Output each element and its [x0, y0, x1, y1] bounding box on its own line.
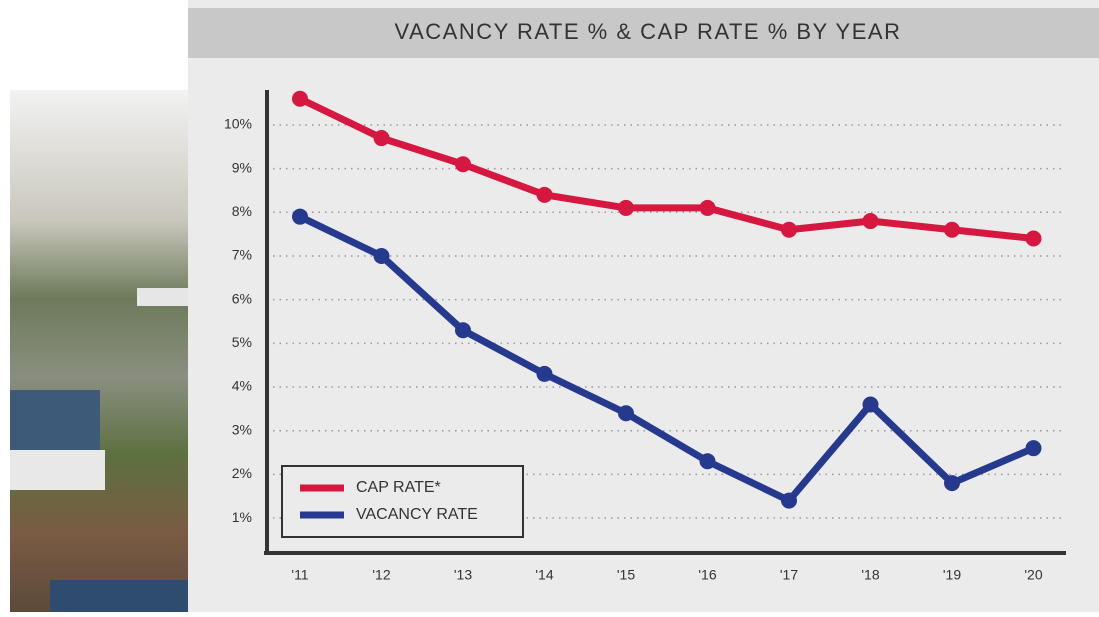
photo-building — [10, 450, 105, 490]
x-tick-label: '16 — [698, 567, 716, 583]
title-band — [188, 8, 1099, 58]
point — [536, 186, 553, 203]
legend-label: VACANCY RATE — [356, 506, 478, 523]
x-tick-label: '12 — [372, 567, 390, 583]
point — [699, 453, 716, 470]
photo-roof — [50, 580, 188, 612]
x-tick-label: '13 — [454, 567, 472, 583]
x-tick-label: '11 — [291, 567, 308, 583]
point — [1025, 230, 1042, 247]
x-tick-label: '18 — [861, 567, 879, 583]
point — [699, 199, 716, 216]
point — [862, 213, 879, 230]
point — [781, 492, 797, 509]
y-tick-label: 4% — [232, 378, 252, 394]
point — [536, 365, 553, 382]
point — [455, 156, 471, 173]
point — [944, 475, 960, 492]
legend-box — [281, 465, 524, 538]
y-tick-label: 3% — [232, 421, 252, 437]
point — [618, 405, 634, 422]
y-tick-label: 5% — [232, 334, 252, 350]
point — [373, 130, 390, 147]
y-tick-label: 8% — [232, 203, 252, 219]
point — [292, 90, 308, 107]
point — [944, 221, 960, 238]
point — [373, 247, 390, 264]
y-tick-label: 1% — [232, 509, 252, 525]
x-tick-label: '20 — [1024, 567, 1042, 583]
y-tick-label: 6% — [232, 290, 252, 306]
x-tick-label: '17 — [780, 567, 798, 583]
point — [618, 199, 634, 216]
photo-roof — [10, 390, 100, 450]
y-tick-label: 2% — [232, 465, 252, 481]
y-tick-label: 9% — [232, 159, 252, 175]
x-tick-label: '15 — [617, 567, 635, 583]
series-line — [298, 95, 1034, 242]
x-tick-label: '19 — [943, 567, 961, 583]
photo-building — [137, 288, 188, 306]
photo — [10, 90, 188, 612]
series-line — [298, 213, 1035, 505]
y-tick-label: 7% — [232, 247, 252, 263]
point — [781, 221, 797, 238]
x-tick-label: '14 — [535, 567, 553, 583]
point — [1025, 440, 1042, 457]
point — [862, 396, 879, 413]
y-tick-label: 10% — [224, 116, 252, 132]
point — [292, 208, 308, 225]
chart-title: VACANCY RATE % & CAP RATE % BY YEAR — [395, 19, 902, 44]
legend-label: CAP RATE* — [356, 479, 441, 496]
point — [455, 322, 471, 339]
